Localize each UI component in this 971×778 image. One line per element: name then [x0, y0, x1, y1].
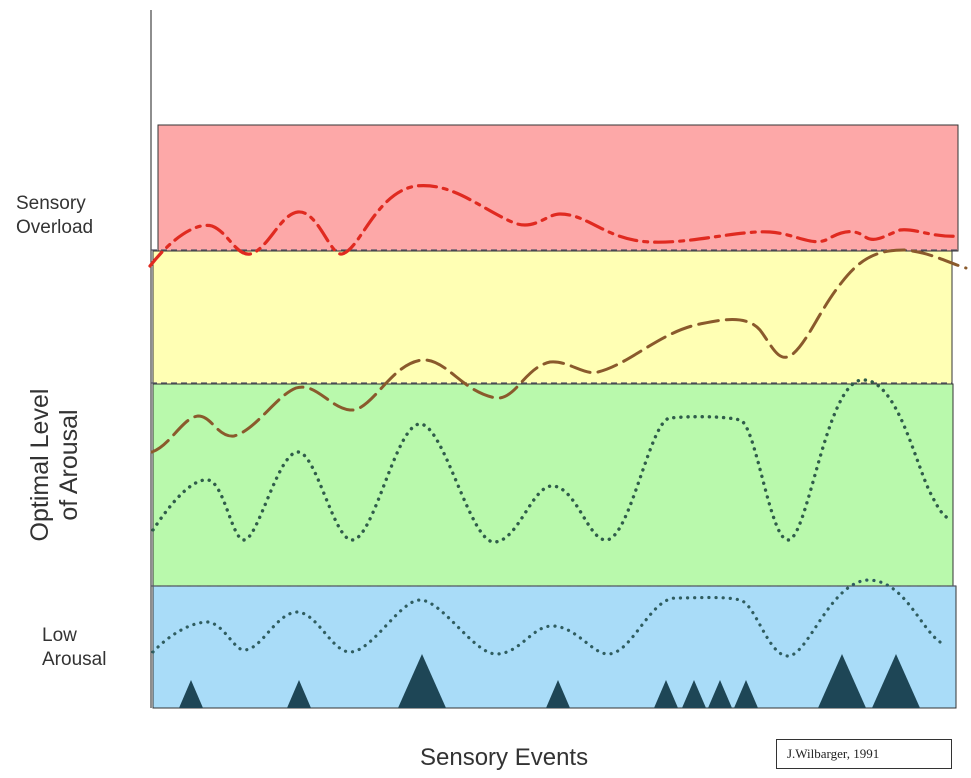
label-sensory-overload: Sensory Overload: [16, 192, 93, 240]
event-marker-triangle: [179, 680, 203, 708]
label-optimal-arousal: Optimal Level of Arousal: [26, 350, 84, 580]
label-low-arousal: Low Arousal: [42, 624, 106, 672]
credit-box: J.Wilbarger, 1991: [776, 739, 952, 769]
event-marker-triangle: [708, 680, 732, 708]
red-dashdot-line: [148, 184, 962, 268]
event-marker-triangle: [287, 680, 311, 708]
label-sensory-overload-line2: Overload: [16, 217, 94, 238]
label-optimal-line2: of Arousal: [55, 409, 83, 521]
event-marker-triangle: [654, 680, 678, 708]
event-marker-triangle: [398, 654, 446, 708]
event-marker-triangle: [546, 680, 570, 708]
x-axis-label: Sensory Events: [420, 744, 589, 771]
event-marker-triangle: [682, 680, 706, 708]
event-markers: [179, 654, 920, 708]
zone-sensory-overload: [157, 124, 959, 252]
event-marker-triangle: [872, 654, 920, 708]
dotted-low-line: [151, 578, 942, 658]
event-marker-triangle: [818, 654, 866, 708]
zone-low-arousal: [152, 585, 957, 709]
label-low-line2: Arousal: [42, 649, 107, 670]
label-sensory-overload-line1: Sensory: [16, 193, 86, 214]
label-low-line1: Low: [42, 625, 77, 646]
brown-dash-line: [150, 248, 968, 454]
zone-upper-arousal: [152, 250, 953, 385]
event-marker-triangle: [734, 680, 758, 708]
label-optimal-line1: Optimal Level: [26, 388, 54, 542]
